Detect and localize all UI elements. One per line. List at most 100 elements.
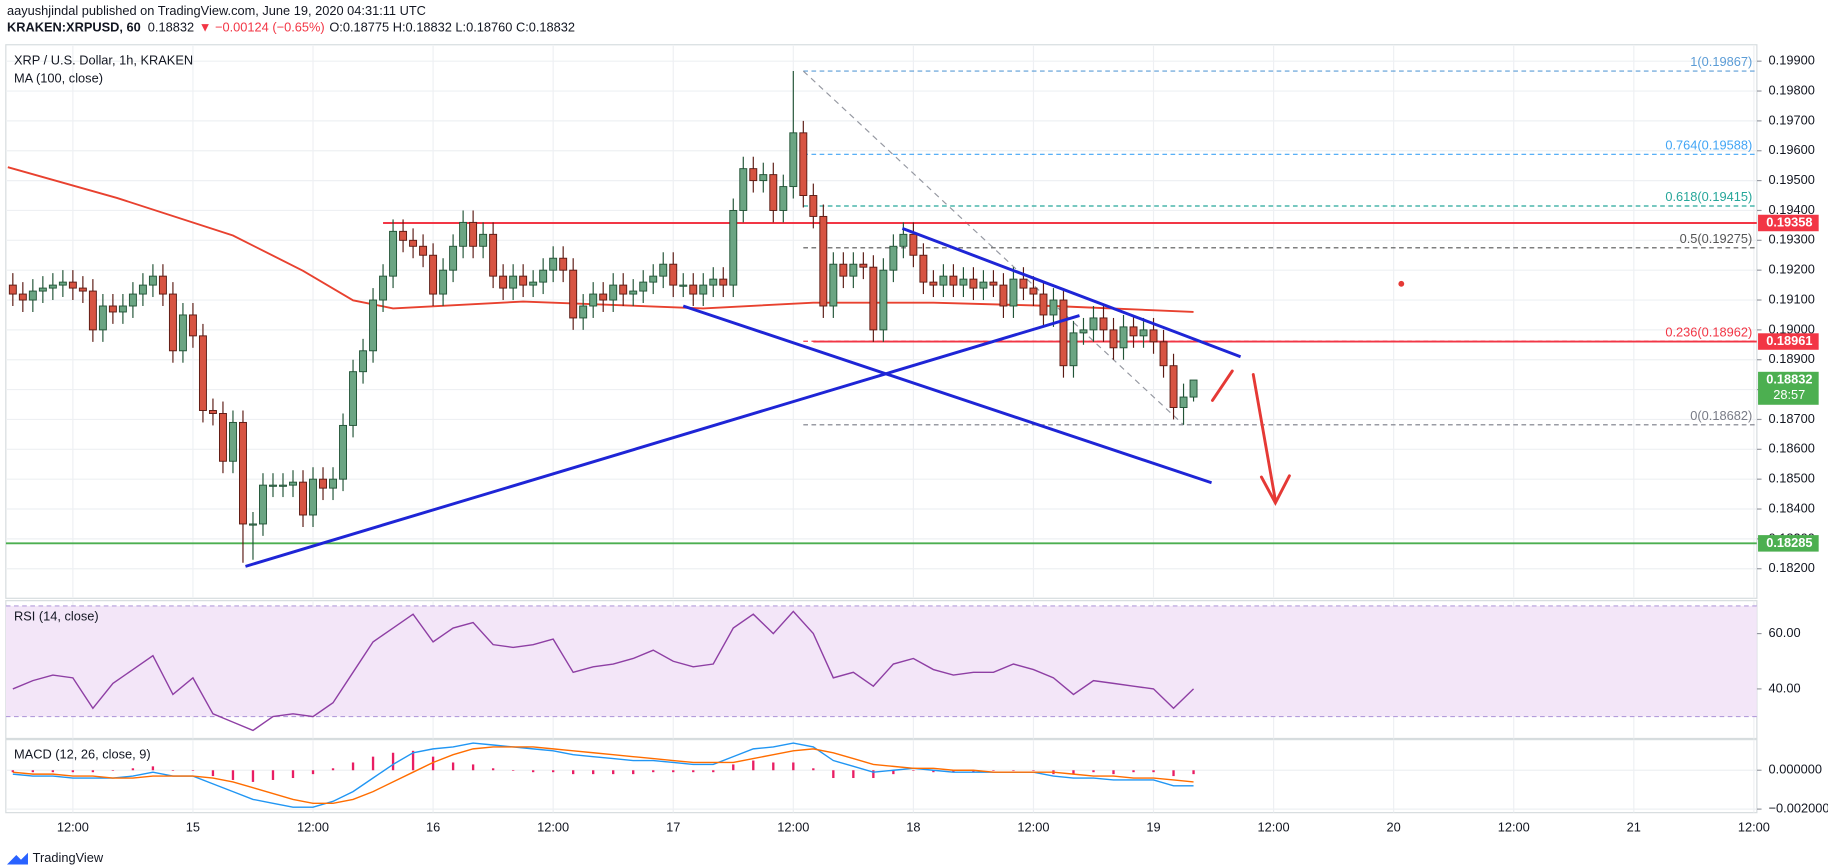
candle-body xyxy=(869,266,878,331)
candle-body xyxy=(509,275,518,289)
annotation-arrow xyxy=(1251,373,1277,503)
candle-body xyxy=(759,174,768,182)
histogram-bar xyxy=(331,768,335,771)
y-tick-label: 40.00 xyxy=(1769,680,1801,695)
candle-body xyxy=(229,421,237,462)
histogram-bar xyxy=(211,770,215,777)
candle-body xyxy=(459,221,468,247)
chart-title: XRP / U.S. Dollar, 1h, KRAKEN xyxy=(14,53,193,68)
histogram-bar xyxy=(652,770,655,773)
histogram-bar xyxy=(1132,770,1135,773)
histogram-bar xyxy=(191,770,195,771)
histogram-bar xyxy=(672,770,675,773)
y-tick-label: 0.19800 xyxy=(1769,82,1815,97)
candle-body xyxy=(98,305,107,331)
candle-body xyxy=(989,281,998,286)
histogram-bar xyxy=(632,770,635,775)
histogram-bar xyxy=(752,760,755,771)
candle-body xyxy=(749,168,758,182)
histogram-bar xyxy=(131,768,135,771)
candle-body xyxy=(38,287,47,292)
candle-body xyxy=(629,290,638,295)
histogram-bar xyxy=(1172,770,1175,777)
candle-body xyxy=(18,293,27,301)
candle-body xyxy=(1029,287,1038,295)
candle-body xyxy=(349,371,358,426)
candle-body xyxy=(719,278,728,286)
y-tick-label: 0.000000 xyxy=(1769,762,1822,777)
candle-body xyxy=(659,263,668,277)
x-tick-label: 12:00 xyxy=(537,819,569,834)
histogram-bar xyxy=(832,770,835,779)
level-tag xyxy=(1758,535,1819,552)
histogram-bar xyxy=(31,770,35,773)
y-tick-label: 0.19100 xyxy=(1769,291,1815,306)
candle-body xyxy=(679,284,688,287)
candle-body xyxy=(559,257,568,271)
candle-body xyxy=(178,314,187,352)
y-tick-label: 0.19900 xyxy=(1769,53,1815,68)
y-tick-label: 0.18400 xyxy=(1769,500,1815,515)
fib-label: 1(0.19867) xyxy=(1690,54,1752,69)
histogram-bar xyxy=(1092,770,1095,773)
y-tick-label: 0.19600 xyxy=(1769,142,1815,157)
annotation-arrowhead xyxy=(1259,474,1291,507)
candle-body xyxy=(1149,329,1158,343)
candle-body xyxy=(208,410,217,414)
candle-body xyxy=(1119,326,1128,349)
candle-body xyxy=(1109,329,1118,349)
histogram-bar xyxy=(872,770,875,779)
candle-body xyxy=(609,284,618,301)
candle-body xyxy=(819,215,828,307)
histogram-bar xyxy=(792,762,795,771)
candle-body xyxy=(1179,396,1188,408)
candle-body xyxy=(1079,329,1088,334)
x-tick-label: 16 xyxy=(426,819,440,834)
x-tick-label: 12:00 xyxy=(57,819,89,834)
histogram-bar xyxy=(1012,770,1015,771)
histogram-bar xyxy=(912,770,915,771)
candle-body xyxy=(339,424,347,480)
level-tag-label: 0.18961 xyxy=(1766,333,1812,348)
histogram-bar xyxy=(852,770,855,779)
y-tick-label: 0.19400 xyxy=(1769,202,1815,217)
x-tick-label: 21 xyxy=(1627,819,1641,834)
candle-body xyxy=(739,168,748,211)
candle-body xyxy=(148,275,157,286)
candle-body xyxy=(48,284,57,289)
histogram-bar xyxy=(772,762,775,771)
candle-body xyxy=(539,269,548,283)
label-layer: 12:00 15 12:00 16 12:00 17 12:00 18 12:00 19 12:00… xyxy=(57,53,1828,835)
y-tick-label: 0.19700 xyxy=(1769,112,1815,127)
candle-body xyxy=(639,281,648,292)
candle-body xyxy=(168,293,177,352)
candle-body xyxy=(68,281,77,289)
fib-diagonal xyxy=(802,70,1184,426)
histogram-bar xyxy=(972,770,975,773)
fib-label: 0.618(0.19415) xyxy=(1665,189,1752,204)
candle-body xyxy=(58,281,67,286)
candle-body xyxy=(369,299,378,352)
candle-body xyxy=(839,263,848,277)
candle-body xyxy=(489,233,498,277)
histogram-bar xyxy=(51,770,55,773)
histogram-bar xyxy=(812,768,815,771)
candle-body xyxy=(1169,365,1178,408)
level-tag-label: 0.18285 xyxy=(1766,535,1812,550)
candle-body xyxy=(218,413,227,462)
candle-body xyxy=(8,284,17,295)
candle-body xyxy=(1129,326,1138,337)
histogram-bar xyxy=(1152,770,1155,773)
countdown: 28:57 xyxy=(1773,387,1805,402)
histogram-bar xyxy=(71,770,75,773)
candle-body xyxy=(299,481,307,516)
x-tick-label: 12:00 xyxy=(1258,819,1290,834)
candle-body xyxy=(1159,341,1168,367)
candle-body xyxy=(409,239,418,247)
x-tick-label: 19 xyxy=(1146,819,1160,834)
x-tick-label: 12:00 xyxy=(1738,819,1770,834)
y-tick-label: 0.19000 xyxy=(1769,321,1815,336)
candle-body xyxy=(1019,278,1028,289)
ma-legend: MA (100, close) xyxy=(14,70,103,85)
